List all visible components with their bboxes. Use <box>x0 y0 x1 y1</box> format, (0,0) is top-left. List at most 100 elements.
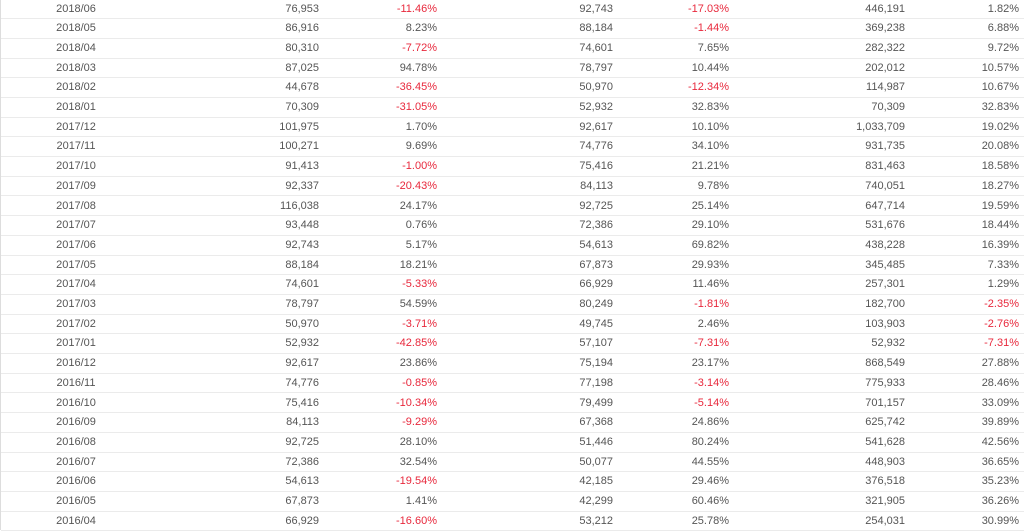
change-cell: 36.65% <box>981 455 1019 468</box>
table-row: 2017/10 91,413 -1.00% 75,416 21.21% 831,463 18… <box>1 157 1024 177</box>
change-cell: -2.35% <box>984 298 1019 310</box>
value-cell: 72,386 <box>579 219 613 232</box>
change-cell: 25.78% <box>691 514 729 527</box>
value-cell: 701,157 <box>865 396 905 409</box>
change-cell: -20.43% <box>396 179 437 192</box>
value-cell: 92,725 <box>285 435 319 448</box>
value-cell: 740,051 <box>865 179 905 192</box>
value-cell: 52,932 <box>871 337 905 350</box>
value-cell: 54,613 <box>579 238 613 251</box>
date-cell: 2018/02 <box>56 81 96 94</box>
value-cell: 44,678 <box>285 81 319 94</box>
change-cell: 8.23% <box>405 22 437 35</box>
table-row: 2017/11 100,271 9.69% 74,776 34.10% 931,735 20… <box>1 137 1024 158</box>
change-cell: 30.99% <box>981 514 1019 527</box>
value-cell: 92,725 <box>579 199 613 212</box>
table-row: 2016/08 92,725 28.10% 51,446 80.24% 541,628 42… <box>1 433 1024 453</box>
table-row: 2018/05 86,916 8.23% 88,184 -1.44% 369,238 6.8… <box>1 19 1024 39</box>
table-row: 2016/04 66,929 -16.60% 53,212 25.78% 254,031 3… <box>1 512 1024 531</box>
change-cell: -0.85% <box>402 376 437 389</box>
value-cell: 92,617 <box>579 120 613 133</box>
change-cell: 28.10% <box>399 435 437 448</box>
change-cell: 1.82% <box>987 2 1019 15</box>
date-cell: 2017/12 <box>56 120 96 133</box>
value-cell: 202,012 <box>865 61 905 74</box>
value-cell: 50,970 <box>579 81 613 94</box>
value-cell: 448,903 <box>865 455 905 468</box>
change-cell: -7.31% <box>984 337 1019 350</box>
change-cell: 60.46% <box>691 495 729 507</box>
table-row: 2018/01 70,309 -31.05% 52,932 32.83% 70,309 32… <box>1 98 1024 118</box>
value-cell: 50,970 <box>285 317 319 330</box>
table-row: 2017/06 92,743 5.17% 54,613 69.82% 438,228 16.… <box>1 236 1024 256</box>
date-cell: 2016/05 <box>56 495 96 507</box>
value-cell: 84,113 <box>580 179 613 192</box>
value-cell: 376,518 <box>865 475 905 488</box>
value-cell: 92,617 <box>285 357 319 370</box>
value-cell: 103,903 <box>865 317 905 330</box>
change-cell: -17.03% <box>688 2 729 15</box>
table-row: 2016/09 84,113 -9.29% 67,368 24.86% 625,742 39… <box>1 413 1024 433</box>
value-cell: 531,676 <box>865 219 905 232</box>
value-cell: 42,185 <box>579 475 613 488</box>
change-cell: 24.86% <box>691 416 729 429</box>
table-row: 2017/05 88,184 18.21% 67,873 29.93% 345,485 7.… <box>1 256 1024 276</box>
value-cell: 75,194 <box>579 357 613 370</box>
value-cell: 70,309 <box>285 101 319 113</box>
value-cell: 446,191 <box>865 2 905 15</box>
value-cell: 53,212 <box>579 514 613 527</box>
change-cell: -7.31% <box>694 337 729 350</box>
change-cell: 2.46% <box>697 317 729 330</box>
change-cell: 36.26% <box>981 495 1019 507</box>
change-cell: -1.44% <box>694 22 729 35</box>
date-cell: 2017/02 <box>56 317 96 330</box>
date-cell: 2018/01 <box>56 101 96 113</box>
change-cell: 1.29% <box>987 278 1019 291</box>
date-cell: 2017/09 <box>56 179 96 192</box>
value-cell: 345,485 <box>865 258 905 271</box>
change-cell: 6.88% <box>987 22 1019 35</box>
value-cell: 50,077 <box>579 455 613 468</box>
change-cell: -19.54% <box>396 475 437 488</box>
value-cell: 76,953 <box>285 2 319 15</box>
date-cell: 2017/10 <box>56 160 96 173</box>
change-cell: 23.17% <box>691 357 729 370</box>
change-cell: 0.76% <box>405 219 437 232</box>
change-cell: 21.21% <box>691 160 729 173</box>
value-cell: 182,700 <box>865 298 905 310</box>
value-cell: 100,271 <box>279 140 319 153</box>
value-cell: 66,929 <box>579 278 613 291</box>
table-row: 2017/08 116,038 24.17% 92,725 25.14% 647,714 1… <box>1 197 1024 217</box>
value-cell: 87,025 <box>285 61 319 74</box>
date-cell: 2017/11 <box>56 140 96 153</box>
change-cell: -3.71% <box>402 317 437 330</box>
table-row: 2017/07 93,448 0.76% 72,386 29.10% 531,676 18.… <box>1 216 1024 236</box>
date-cell: 2017/04 <box>56 278 96 291</box>
table-row: 2017/03 78,797 54.59% 80,249 -1.81% 182,700 -2… <box>1 295 1024 315</box>
value-cell: 72,386 <box>285 455 319 468</box>
table-row: 2017/09 92,337 -20.43% 84,113 9.78% 740,051 18… <box>1 177 1024 197</box>
change-cell: -10.34% <box>396 396 437 409</box>
value-cell: 42,299 <box>579 495 613 507</box>
value-cell: 647,714 <box>865 199 905 212</box>
date-cell: 2017/06 <box>56 238 96 251</box>
value-cell: 257,301 <box>865 278 905 291</box>
change-cell: -1.00% <box>402 160 437 173</box>
value-cell: 79,499 <box>579 396 613 409</box>
change-cell: 28.46% <box>981 376 1019 389</box>
table-row: 2017/01 52,932 -42.85% 57,107 -7.31% 52,932 -7… <box>1 334 1024 355</box>
change-cell: 1.70% <box>405 120 437 133</box>
value-cell: 116,038 <box>280 199 319 212</box>
value-cell: 80,249 <box>579 298 613 310</box>
table-row: 2016/06 54,613 -19.54% 42,185 29.46% 376,518 3… <box>1 472 1024 492</box>
date-cell: 2016/11 <box>56 376 96 389</box>
value-cell: 52,932 <box>579 101 613 113</box>
change-cell: 39.89% <box>981 416 1019 429</box>
change-cell: 20.08% <box>981 140 1019 153</box>
date-cell: 2017/01 <box>56 337 96 350</box>
value-cell: 67,873 <box>285 495 319 507</box>
change-cell: 5.17% <box>405 238 437 251</box>
value-cell: 321,905 <box>865 495 905 507</box>
change-cell: 23.86% <box>399 357 437 370</box>
